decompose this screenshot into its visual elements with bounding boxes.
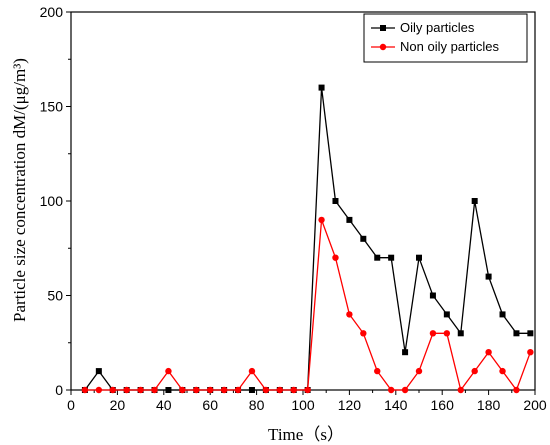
series-layer bbox=[81, 84, 534, 394]
data-point bbox=[179, 386, 186, 394]
data-point bbox=[165, 387, 172, 393]
data-point bbox=[220, 386, 228, 394]
legend: Oily particles Non oily particles bbox=[363, 13, 528, 63]
data-point bbox=[485, 349, 492, 356]
data-point bbox=[318, 84, 325, 91]
data-point bbox=[471, 198, 478, 204]
data-point bbox=[513, 386, 520, 394]
data-point bbox=[499, 367, 506, 375]
data-point bbox=[290, 386, 297, 394]
x-tick-label: 140 bbox=[384, 397, 408, 413]
x-tick-label: 180 bbox=[477, 397, 501, 413]
data-point bbox=[248, 367, 256, 375]
data-point bbox=[527, 330, 534, 337]
y-tick-label: 150 bbox=[40, 99, 64, 115]
data-point bbox=[95, 368, 102, 375]
data-point bbox=[388, 254, 395, 261]
data-point bbox=[248, 387, 255, 393]
y-tick-label: 200 bbox=[40, 4, 64, 20]
data-point bbox=[234, 386, 242, 394]
x-tick-label: 40 bbox=[156, 397, 172, 413]
data-point bbox=[137, 386, 144, 394]
data-point bbox=[193, 386, 200, 394]
y-axis-ticks: 0 50 100 150 200 bbox=[40, 4, 71, 398]
data-point bbox=[513, 330, 520, 337]
data-point bbox=[443, 311, 450, 318]
x-tick-label: 20 bbox=[110, 397, 126, 413]
data-point bbox=[304, 386, 311, 394]
y-tick-label: 0 bbox=[55, 382, 63, 398]
plot-area bbox=[70, 11, 536, 391]
x-tick-label: 200 bbox=[523, 397, 547, 413]
data-point bbox=[443, 330, 451, 337]
data-point bbox=[360, 235, 367, 242]
data-point bbox=[374, 254, 381, 261]
x-tick-label: 60 bbox=[202, 397, 218, 413]
data-point bbox=[416, 254, 422, 261]
data-point bbox=[332, 254, 339, 261]
x-tick-label: 0 bbox=[67, 397, 75, 413]
data-point bbox=[95, 386, 103, 394]
data-point bbox=[318, 216, 325, 224]
plot-frame bbox=[70, 11, 536, 391]
data-point bbox=[332, 198, 339, 204]
legend-label-non-oily: Non oily particles bbox=[400, 39, 499, 54]
data-point bbox=[123, 386, 130, 394]
y-axis-title: Particle size concentration dM/(μg/m³) bbox=[10, 58, 29, 322]
data-point bbox=[346, 311, 353, 318]
series-oily bbox=[81, 84, 534, 393]
x-tick-label: 80 bbox=[249, 397, 265, 413]
data-point bbox=[276, 386, 283, 394]
x-axis-title: Time（s） bbox=[268, 425, 344, 444]
x-tick-label: 100 bbox=[291, 397, 315, 413]
data-point bbox=[499, 311, 506, 318]
data-point bbox=[387, 386, 395, 394]
data-point bbox=[165, 367, 172, 375]
legend-marker-non-oily bbox=[379, 43, 387, 51]
x-tick-label: 120 bbox=[338, 397, 362, 413]
data-point bbox=[109, 386, 116, 394]
data-point bbox=[401, 386, 409, 394]
data-point bbox=[457, 330, 464, 337]
y-tick-label: 100 bbox=[40, 193, 64, 209]
data-point bbox=[457, 386, 464, 394]
data-point bbox=[402, 349, 409, 356]
data-point bbox=[151, 386, 158, 394]
legend-marker-oily bbox=[380, 25, 386, 31]
data-point bbox=[374, 367, 381, 375]
y-tick-label: 50 bbox=[47, 288, 63, 304]
data-point bbox=[360, 330, 367, 337]
series-non-oily bbox=[81, 216, 534, 394]
data-point bbox=[485, 273, 492, 280]
data-point bbox=[527, 349, 534, 356]
data-point bbox=[207, 386, 214, 394]
data-point bbox=[415, 367, 423, 375]
data-point bbox=[471, 367, 478, 375]
data-point bbox=[262, 386, 270, 394]
data-point bbox=[429, 292, 436, 299]
data-point bbox=[346, 216, 353, 223]
legend-box bbox=[363, 13, 528, 63]
data-point bbox=[81, 386, 89, 394]
x-tick-label: 160 bbox=[431, 397, 455, 413]
legend-label-oily: Oily particles bbox=[400, 20, 475, 35]
series-line bbox=[84, 87, 531, 391]
data-point bbox=[429, 330, 437, 337]
x-axis-ticks: 0 20 40 60 80 100 120 140 160 180 200 bbox=[67, 390, 547, 413]
